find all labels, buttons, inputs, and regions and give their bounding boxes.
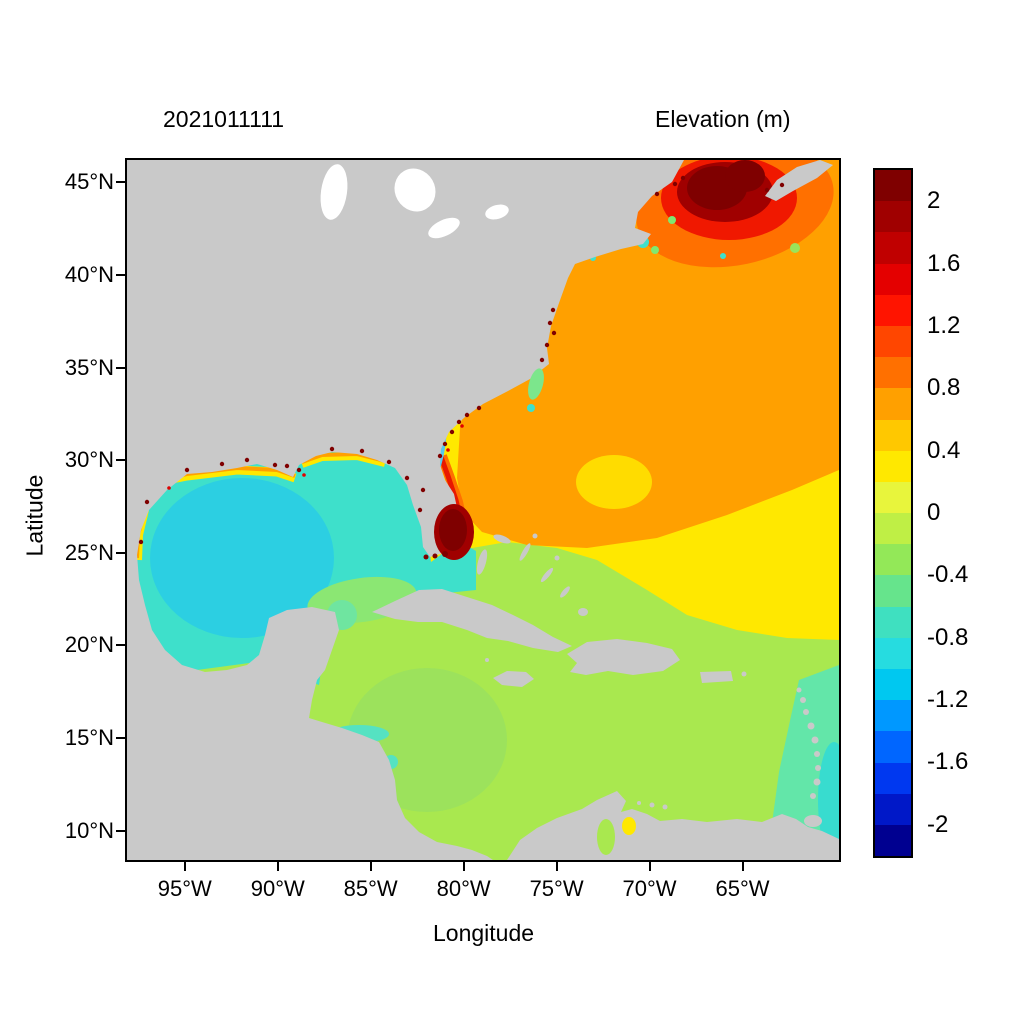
- map-plot-area: [125, 158, 841, 862]
- y-axis-tick-label: 30°N: [64, 447, 114, 473]
- x-axis-tick-mark: [555, 862, 558, 871]
- colorbar-tick-label: 1.2: [927, 311, 961, 339]
- lesser-antilles-islands: [485, 658, 822, 827]
- colorbar-segment: [875, 637, 911, 669]
- colorbar-tick-label: -1.2: [927, 686, 969, 714]
- bahamas-islands: [476, 533, 588, 616]
- fundy-surge-hotspot: [636, 160, 834, 268]
- maracaibo-notch: [597, 819, 615, 855]
- colorbar-segment: [875, 606, 911, 638]
- y-axis-tick-mark: [116, 366, 125, 369]
- y-axis-tick-label: 20°N: [64, 632, 114, 658]
- colorbar-tick-label: -0.8: [927, 623, 969, 651]
- colorbar-segment: [875, 513, 911, 545]
- y-axis-tick-mark: [116, 551, 125, 554]
- y-axis-tick-mark: [116, 459, 125, 462]
- pamlico-sound-patch: [528, 368, 544, 400]
- x-axis-tick-label: 85°W: [343, 876, 398, 901]
- colorbar-tick-label: -1.6: [927, 748, 969, 776]
- trinidad-island: [804, 815, 822, 827]
- colorbar-segment: [875, 357, 911, 389]
- y-axis-tick-mark: [116, 273, 125, 276]
- land-mask: [127, 160, 839, 860]
- colorbar-segment: [875, 450, 911, 482]
- y-axis-tick-label: 10°N: [64, 817, 114, 843]
- colorbar-segment: [875, 263, 911, 295]
- x-axis-tick-label: 70°W: [622, 876, 677, 901]
- y-axis-tick-mark: [116, 181, 125, 184]
- coastal-red-speckles: [167, 424, 464, 490]
- colorbar-segment: [875, 232, 911, 264]
- colorbar-tick-label: -0.4: [927, 561, 969, 589]
- miami-surge-blob: [423, 504, 474, 560]
- colorbar-tick-label: 0: [927, 499, 941, 526]
- x-axis-tick-mark: [462, 862, 465, 871]
- colorbar-tick-label: 0.4: [927, 436, 961, 464]
- x-axis-tick-label: 65°W: [715, 876, 770, 901]
- x-axis-tick-label: 95°W: [157, 876, 212, 901]
- y-axis-tick-label: 25°N: [64, 539, 114, 565]
- x-axis-tick-label: 75°W: [529, 876, 584, 901]
- y-axis-tick-label: 40°N: [64, 261, 114, 287]
- x-axis-tick-mark: [183, 862, 186, 871]
- colorbar-title: Elevation (m): [655, 106, 791, 132]
- x-axis-tick-mark: [276, 862, 279, 871]
- map-svg: [127, 160, 839, 860]
- colorbar-tick-label: -2: [927, 810, 949, 838]
- puerto-rico-island: [700, 671, 733, 683]
- colorbar-segment: [875, 762, 911, 794]
- coastal-overlays: [138, 175, 785, 855]
- y-axis-tick-label: 35°N: [64, 354, 114, 380]
- colorbar-segment: [875, 201, 911, 233]
- plot-date-label: 2021011111: [163, 106, 285, 132]
- y-axis-tick-label: 15°N: [64, 724, 114, 750]
- colorbar-segment: [875, 824, 911, 857]
- colorbar-tick-label: 2: [927, 187, 941, 215]
- colorbar-segment: [875, 575, 911, 607]
- hispaniola-island: [567, 639, 680, 675]
- south-america-land: [507, 791, 839, 860]
- corner-cyan-patch: [818, 742, 839, 858]
- colorbar-segment: [875, 325, 911, 358]
- colorbar-segment: [875, 793, 911, 825]
- y-axis-tick-label: 45°N: [64, 169, 114, 195]
- colorbar-segment: [875, 170, 911, 202]
- colorbar-segment: [875, 294, 911, 326]
- x-axis-tick-mark: [648, 862, 651, 871]
- x-axis-tick-label: 80°W: [436, 876, 491, 901]
- yellow-eddy: [576, 455, 652, 509]
- colorbar-segment: [875, 700, 911, 732]
- y-axis-tick-mark: [116, 644, 125, 647]
- coastal-flood-speckles: [138, 175, 785, 545]
- nova-scotia-land: [765, 160, 833, 201]
- north-america-land: [127, 160, 684, 860]
- colorbar-segment: [875, 481, 911, 514]
- x-axis-tick-mark: [741, 862, 744, 871]
- colorbar-segment: [875, 731, 911, 763]
- y-axis-tick-mark: [116, 829, 125, 832]
- cuba-island: [372, 589, 572, 652]
- x-axis-tick-label: 90°W: [250, 876, 305, 901]
- colorbar-segment: [875, 419, 911, 451]
- colorbar: [873, 168, 913, 858]
- colorbar-segment: [875, 544, 911, 576]
- great-lakes: [320, 164, 509, 239]
- x-axis-tick-mark: [369, 862, 372, 871]
- colorbar-tick-label: 1.6: [927, 249, 961, 277]
- y-axis-tick-mark: [116, 736, 125, 739]
- jamaica-island: [493, 671, 534, 687]
- x-axis-title: Longitude: [433, 920, 535, 946]
- colorbar-segment: [875, 388, 911, 420]
- colorbar-segments: [875, 170, 911, 857]
- colorbar-tick-label: 0.8: [927, 374, 961, 402]
- colorbar-segment: [875, 669, 911, 701]
